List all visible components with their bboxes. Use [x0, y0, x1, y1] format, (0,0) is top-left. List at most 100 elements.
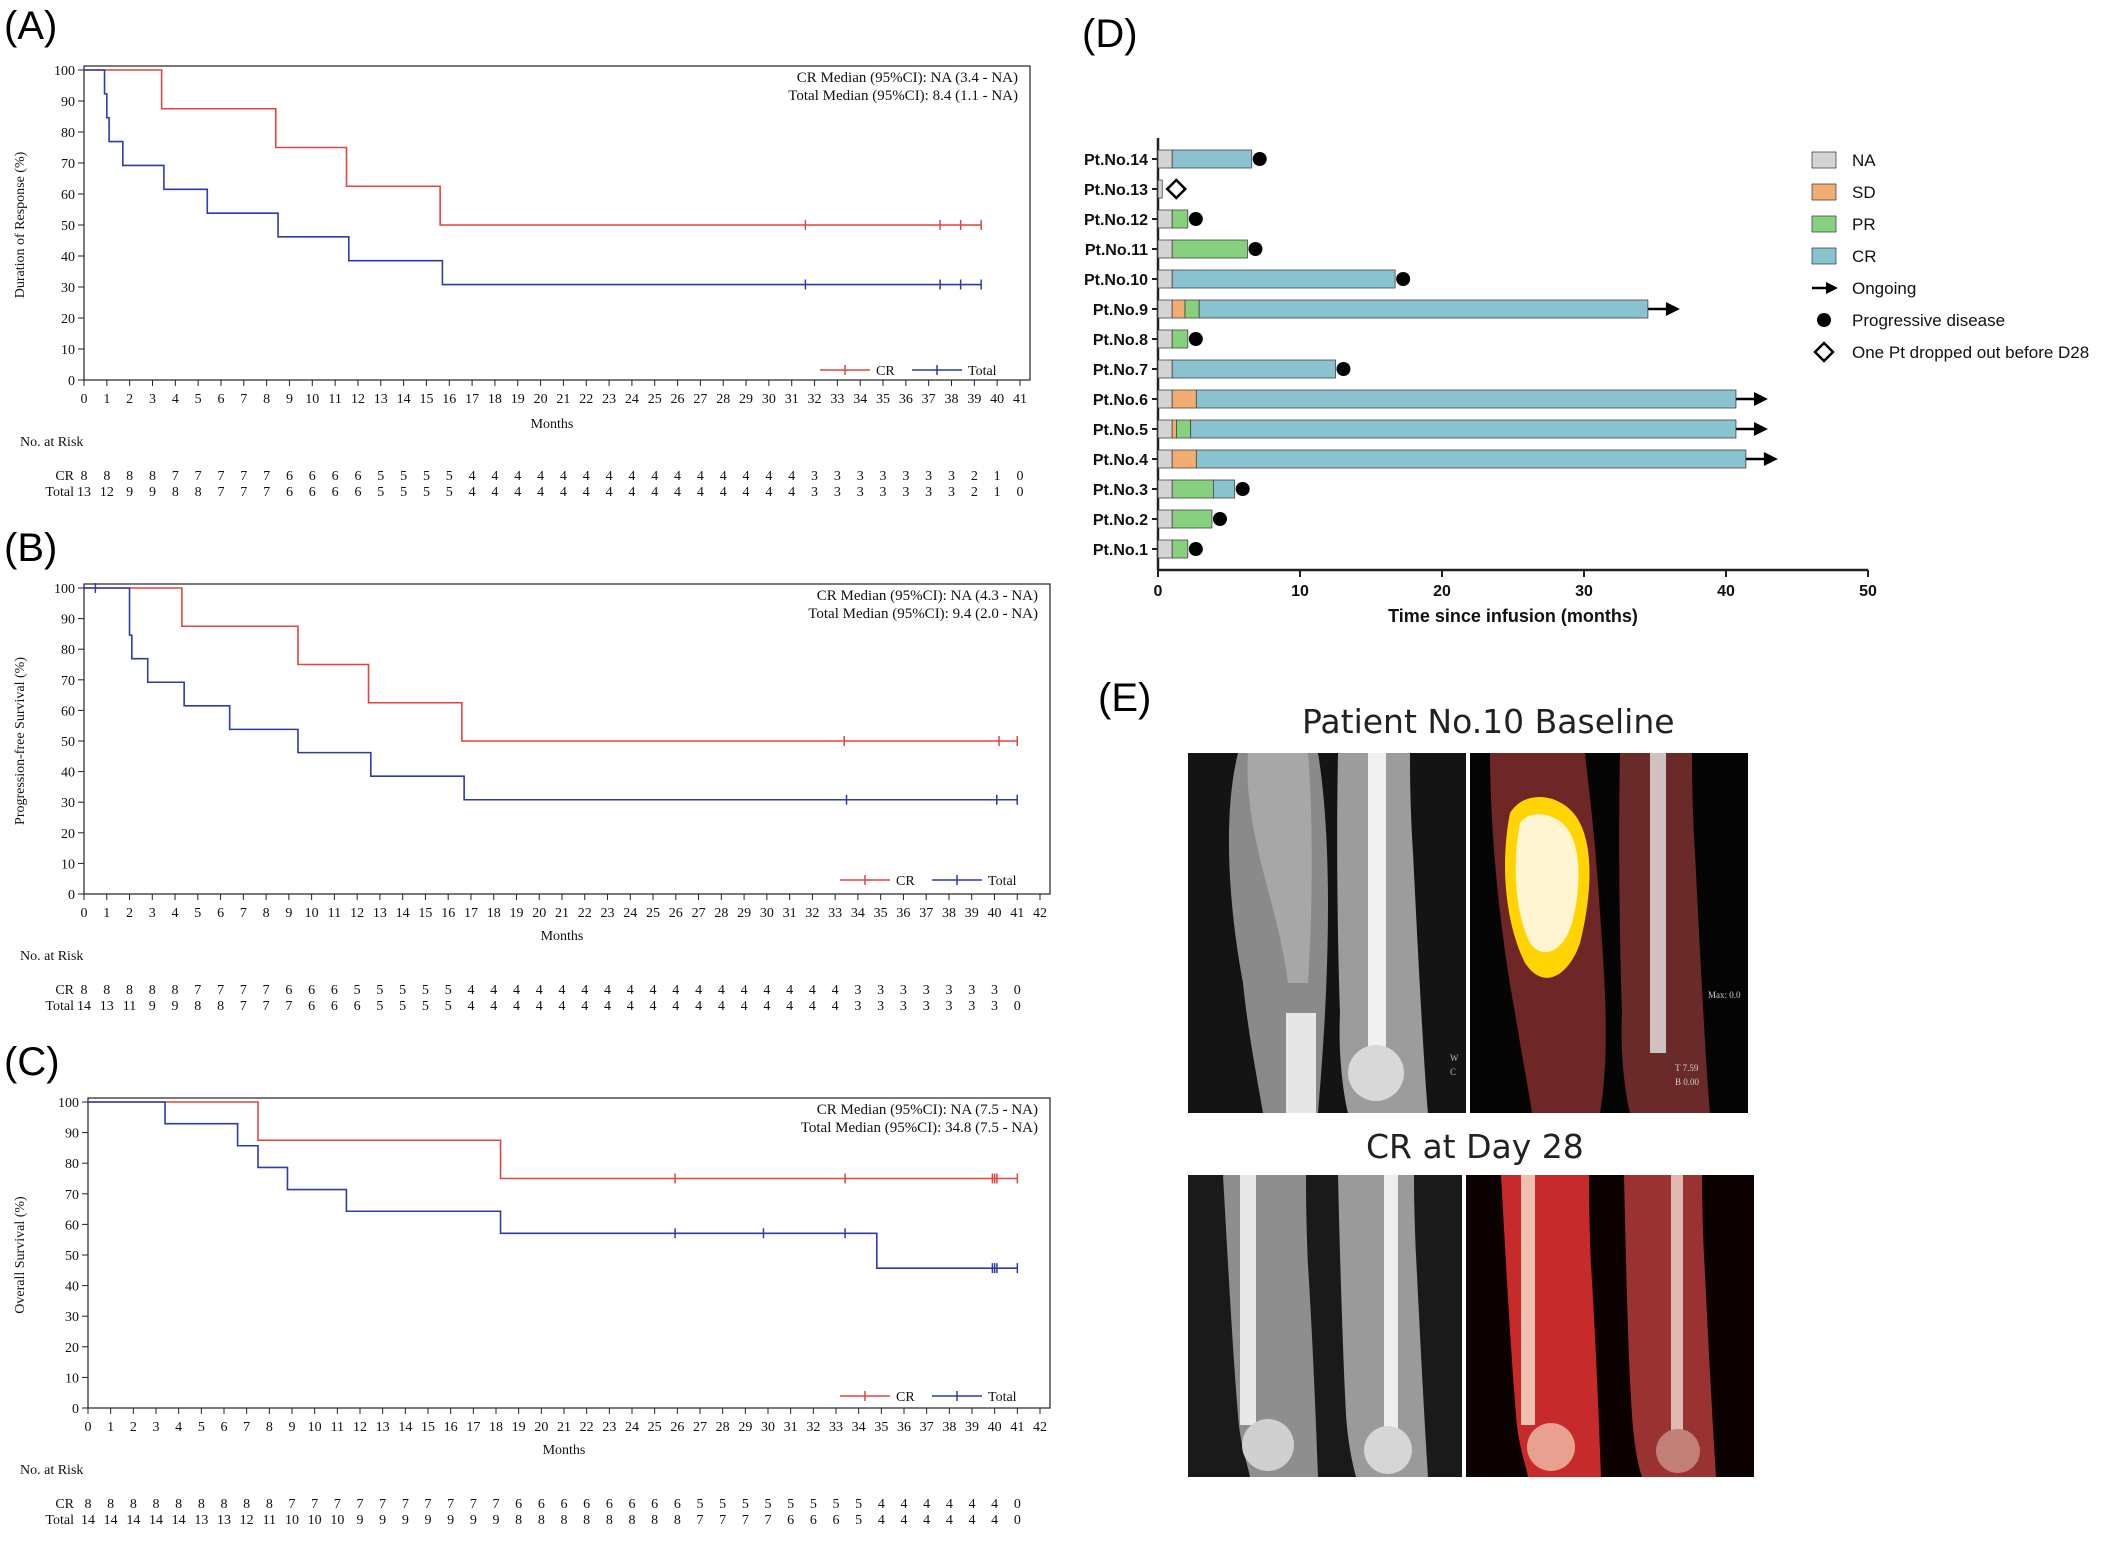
risk-count: 7: [447, 1497, 454, 1512]
bar-segment-sd: [1171, 389, 1197, 409]
y-tick-label: 10: [65, 1371, 79, 1386]
x-tick-label: 42: [1033, 1420, 1047, 1435]
x-tick-label: 36: [897, 1420, 911, 1435]
risk-count: 9: [470, 1513, 477, 1528]
risk-count: 3: [857, 469, 864, 484]
risk-count: 4: [536, 999, 543, 1014]
risk-count: 7: [240, 469, 247, 484]
risk-count: 5: [399, 983, 406, 998]
risk-count: 8: [172, 485, 179, 500]
risk-count: 4: [583, 485, 590, 500]
x-tick-label: 3: [149, 392, 156, 407]
progressive-disease-marker: [1336, 362, 1351, 376]
risk-table-title: No. at Risk: [20, 435, 83, 450]
x-tick-label: 26: [671, 392, 685, 407]
x-tick-label: 21: [556, 392, 570, 407]
x-tick-label: 23: [602, 392, 616, 407]
risk-count: 8: [85, 1497, 92, 1512]
risk-count: 10: [330, 1513, 344, 1528]
risk-count: 7: [240, 983, 247, 998]
risk-count: 4: [878, 1497, 885, 1512]
risk-count: 4: [697, 469, 704, 484]
x-tick-label: 31: [785, 392, 799, 407]
x-tick-label: 13: [376, 1420, 390, 1435]
risk-count: 3: [968, 983, 975, 998]
x-tick-label: 9: [289, 1420, 296, 1435]
risk-count: 4: [491, 485, 498, 500]
risk-count: 8: [651, 1513, 658, 1528]
bar-segment-sd: [1171, 449, 1197, 469]
patient-label: Pt.No.7: [1093, 362, 1148, 379]
x-tick-label: 9: [286, 392, 293, 407]
risk-count: 8: [266, 1497, 273, 1512]
median-annotation: CR Median (95%CI): NA (3.4 - NA): [797, 70, 1018, 86]
risk-count: 4: [718, 999, 725, 1014]
y-tick-label: 30: [61, 796, 75, 811]
risk-count: 5: [810, 1497, 817, 1512]
risk-count: 4: [788, 485, 795, 500]
risk-count: 8: [126, 469, 133, 484]
median-annotation: Total Median (95%CI): 9.4 (2.0 - NA): [808, 606, 1038, 622]
risk-count: 14: [81, 1513, 95, 1528]
risk-count: 3: [900, 999, 907, 1014]
legend-swatch-na: [1811, 151, 1837, 169]
bar-segment-pr: [1171, 209, 1189, 229]
x-tick-label: 13: [373, 906, 387, 921]
risk-count: 4: [627, 983, 634, 998]
risk-count: 3: [854, 983, 861, 998]
risk-count: 14: [104, 1513, 118, 1528]
risk-count: 3: [834, 485, 841, 500]
risk-count: 5: [855, 1513, 862, 1528]
bar-segment-na: [1157, 239, 1173, 259]
x-tick-label: 9: [285, 906, 292, 921]
risk-count: 8: [107, 1497, 114, 1512]
bar-segment-pr: [1171, 539, 1189, 559]
x-tick-label: 17: [464, 906, 478, 921]
bar-segment-sd: [1171, 299, 1186, 319]
x-tick-label: 39: [965, 906, 979, 921]
x-tick-label: 10: [1291, 583, 1309, 600]
risk-count: 0: [1014, 1513, 1021, 1528]
legend-swatch-cr: [1811, 247, 1837, 265]
risk-count: 4: [741, 999, 748, 1014]
x-tick-label: 24: [625, 1420, 639, 1435]
risk-count: 4: [765, 485, 772, 500]
legend-label: One Pt dropped out before D28: [1852, 343, 2089, 362]
risk-count: 4: [537, 485, 544, 500]
x-tick-label: 8: [263, 906, 270, 921]
risk-count: 5: [377, 469, 384, 484]
risk-count: 7: [470, 1497, 477, 1512]
x-tick-label: 4: [172, 906, 179, 921]
x-tick-label: 28: [714, 906, 728, 921]
x-tick-label: 15: [421, 1420, 435, 1435]
x-tick-label: 50: [1859, 583, 1877, 600]
risk-count: 4: [627, 999, 634, 1014]
progressive-disease-marker: [1188, 332, 1203, 346]
y-tick-label: 50: [61, 219, 75, 234]
km-curve-cr: [84, 587, 1018, 742]
risk-count: 5: [742, 1497, 749, 1512]
x-tick-label: 2: [126, 392, 133, 407]
risk-count: 7: [379, 1497, 386, 1512]
risk-count: 0: [1014, 1497, 1021, 1512]
risk-count: 4: [650, 999, 657, 1014]
risk-count: 5: [354, 983, 361, 998]
x-tick-label: 6: [217, 392, 224, 407]
x-tick-label: 11: [328, 392, 341, 407]
risk-count: 4: [809, 983, 816, 998]
x-tick-label: 15: [419, 392, 433, 407]
legend-label-cr: CR: [896, 874, 915, 889]
risk-count: 10: [285, 1513, 299, 1528]
y-tick-label: 60: [61, 188, 75, 203]
x-tick-label: 39: [965, 1420, 979, 1435]
ct-scan-baseline: W C: [1188, 753, 1466, 1113]
km-curve-cr: [88, 1101, 1018, 1180]
panel-label-b: (B): [4, 526, 58, 570]
risk-count: 4: [720, 469, 727, 484]
ct-scan-baseline-drawing: W C: [1228, 753, 1459, 1113]
risk-count: 4: [697, 485, 704, 500]
risk-count: 14: [149, 1513, 163, 1528]
risk-count: 4: [786, 999, 793, 1014]
bar-segment-cr: [1171, 149, 1253, 169]
